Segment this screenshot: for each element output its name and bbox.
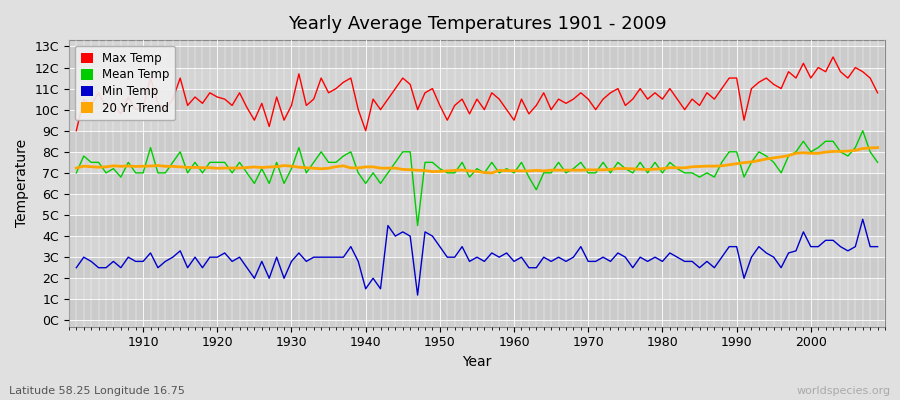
Text: Latitude 58.25 Longitude 16.75: Latitude 58.25 Longitude 16.75 — [9, 386, 184, 396]
Y-axis label: Temperature: Temperature — [15, 139, 29, 228]
Bar — [69, 236, 885, 257]
Bar — [69, 110, 885, 131]
Bar — [69, 46, 885, 68]
Bar — [69, 278, 885, 299]
Bar — [69, 25, 885, 46]
Text: worldspecies.org: worldspecies.org — [796, 386, 891, 396]
Bar — [69, 299, 885, 320]
Legend: Max Temp, Mean Temp, Min Temp, 20 Yr Trend: Max Temp, Mean Temp, Min Temp, 20 Yr Tre… — [75, 46, 176, 120]
Bar — [69, 88, 885, 110]
Title: Yearly Average Temperatures 1901 - 2009: Yearly Average Temperatures 1901 - 2009 — [288, 15, 666, 33]
Bar — [69, 257, 885, 278]
Bar — [69, 194, 885, 215]
Bar — [69, 173, 885, 194]
Bar — [69, 215, 885, 236]
Bar — [69, 131, 885, 152]
Bar — [69, 68, 885, 88]
X-axis label: Year: Year — [463, 355, 491, 369]
Bar — [69, 152, 885, 173]
